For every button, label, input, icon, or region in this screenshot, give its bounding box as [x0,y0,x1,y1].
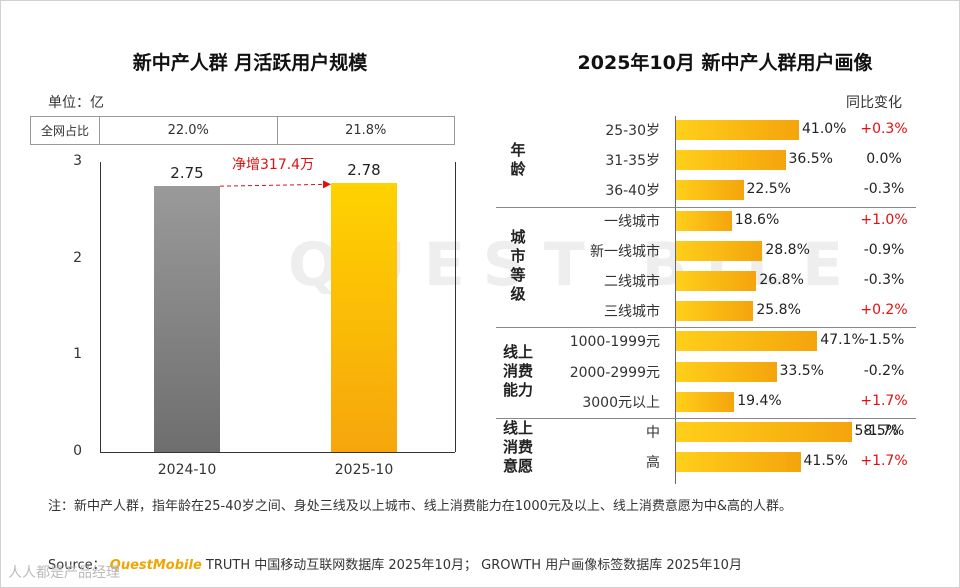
group-label: 市 [510,247,526,265]
yoy-change: -1.5% [863,332,905,349]
share-row-label: 全网占比 [30,116,100,145]
left-chart-title: 新中产人群 月活跃用户规模 [132,52,368,74]
group-label: 线上 [502,343,533,362]
hbar-value-label: 18.6% [734,211,780,228]
group-label: 线上 [502,418,533,437]
questmobile-logo: QuestMobile [109,558,202,573]
hbar [676,180,744,201]
hbar [676,331,818,352]
row-label: 二线城市 [604,274,660,290]
bar-value-label: 2.75 [170,164,204,183]
hbar [676,240,763,261]
y-axis [100,162,101,452]
group-label: 等 [510,266,526,284]
bar-value-label: 2.78 [347,161,381,180]
group-label: 消费 [502,437,533,456]
row-label: 三线城市 [604,304,660,321]
hbar-value-label: 47.1% [820,332,865,349]
group-label: 龄 [510,160,526,179]
y-tick-label: 2 [73,249,82,266]
yoy-change: +1.7% [860,453,908,470]
corner-watermark: 人人都是产品经理 [8,565,120,581]
y-tick-label: 3 [73,153,82,169]
hbar [676,361,777,382]
yoy-change: -0.3% [863,181,905,198]
hbar-value-label: 41.5% [803,453,848,470]
hbar-value-label: 26.8% [759,272,804,288]
yoy-change: 0.0% [866,151,902,168]
row-label: 一线城市 [604,213,660,230]
yoy-change: -0.3% [863,272,905,288]
row-label: 3000元以上 [582,394,660,411]
yoy-change: +0.2% [860,302,908,319]
hbar-axis [675,116,676,485]
row-label: 36-40岁 [605,183,660,200]
share-value-2025: 21.8% [276,116,455,145]
hbar [676,422,852,442]
x-tick-label: 2024-10 [157,462,217,478]
source-line: Source： QuestMobile TRUTH 中国移动互联网数据库 202… [48,554,742,573]
hbar [676,452,801,473]
row-label: 高 [646,455,660,472]
change-header: 同比变化 [846,95,902,111]
row-label: 2000-2999元 [569,364,660,381]
growth-annotation: 净增317.4万 [232,157,315,173]
right-chart-title: 2025年10月 新中产人群用户画像 [577,52,873,74]
row-label: 31-35岁 [605,153,660,170]
share-value-2024: 22.0% [99,116,278,145]
unit-label: 单位：亿 [48,95,104,111]
growth-arrow-line [219,180,331,189]
yoy-change: -0.2% [863,362,905,379]
y-tick-label: 0 [73,443,82,459]
hbar-value-label: 28.8% [765,241,810,258]
yoy-change: +0.3% [860,121,908,137]
hbar-value-label: 19.4% [737,392,782,409]
hbar [676,150,786,171]
group-label: 城 [510,228,526,246]
share-table: 全网占比 22.0% 21.8% [30,116,455,145]
row-label: 25-30岁 [605,123,660,139]
group-separator [496,327,916,329]
hbar [676,210,732,231]
bar [154,186,220,452]
group-label: 年 [510,141,526,160]
y-tick-label: 1 [73,346,82,363]
x-tick-label: 2025-10 [334,462,394,478]
hbar [676,120,799,140]
footnote: 注：新中产人群，指年龄在25-40岁之间、身处三线及以上城市、线上消费能力在10… [48,499,792,514]
source-prefix: Source： [48,558,106,573]
yoy-change: -0.9% [863,241,905,258]
row-label: 1000-1999元 [569,334,660,351]
hbar [676,391,735,412]
hbar [676,271,757,291]
hbar-value-label: 33.5% [779,362,824,379]
hbar [676,301,754,322]
yoy-change: +1.0% [860,211,908,228]
hbar-value-label: 36.5% [788,151,833,168]
group-label: 能力 [502,381,533,400]
yoy-change: -1.7% [863,423,905,439]
yoy-change: +1.7% [860,392,908,409]
group-label: 级 [510,285,526,303]
hbar-value-label: 25.8% [756,302,801,319]
group-separator [496,206,916,208]
group-separator [496,418,916,419]
source-text: TRUTH 中国移动互联网数据库 2025年10月； GROWTH 用户画像标签… [205,558,742,573]
group-label: 意愿 [502,456,533,475]
row-label: 中 [646,425,660,441]
bar [331,183,397,452]
plot-right-border [455,162,456,452]
hbar-value-label: 22.5% [746,181,791,198]
hbar-value-label: 58.5% [854,423,899,439]
group-label: 消费 [502,362,533,381]
hbar-value-label: 41.0% [802,121,847,137]
x-axis [100,452,455,453]
row-label: 新一线城市 [590,243,660,260]
